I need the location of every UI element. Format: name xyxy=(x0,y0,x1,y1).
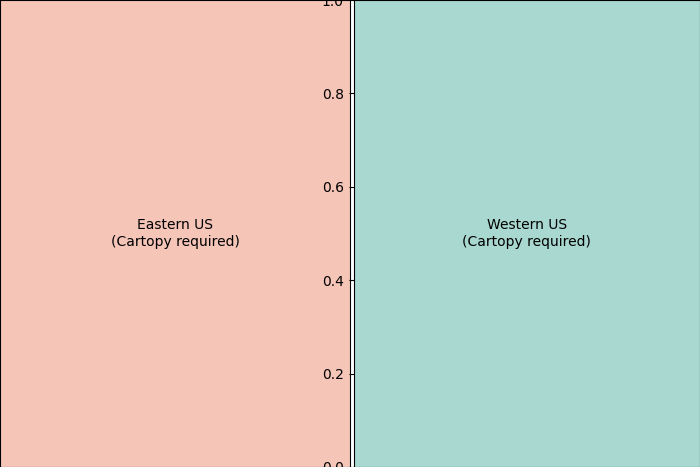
Text: Eastern US
(Cartopy required): Eastern US (Cartopy required) xyxy=(111,219,239,248)
Text: Western US
(Cartopy required): Western US (Cartopy required) xyxy=(462,219,592,248)
